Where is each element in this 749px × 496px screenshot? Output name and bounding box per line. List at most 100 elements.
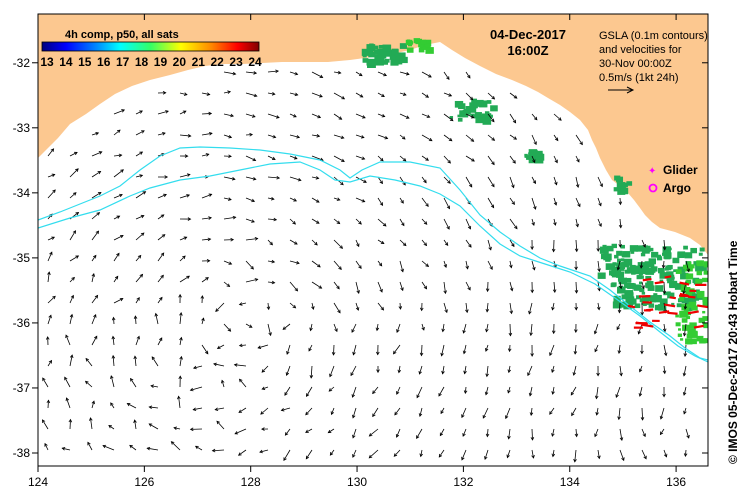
velocity-arrow xyxy=(91,294,99,304)
sst-pixel xyxy=(611,271,620,278)
sst-pixel xyxy=(675,322,681,327)
velocity-arrow xyxy=(42,377,49,388)
velocity-arrow xyxy=(396,386,401,395)
velocity-arrow xyxy=(352,449,357,458)
sst-pixel xyxy=(668,247,672,251)
velocity-arrow xyxy=(596,302,601,311)
sst-pixel xyxy=(662,246,671,253)
velocity-arrow xyxy=(216,344,225,349)
velocity-arrow xyxy=(355,113,366,119)
sst-pixel xyxy=(627,282,635,289)
velocity-arrow xyxy=(64,376,71,388)
sst-pixel xyxy=(616,176,624,183)
velocity-arrow xyxy=(462,344,467,355)
velocity-arrow xyxy=(421,197,429,207)
sst-pixel xyxy=(377,51,387,59)
sst-pixel xyxy=(699,264,707,271)
velocity-arrow xyxy=(487,197,495,209)
sst-pixel xyxy=(485,113,492,118)
velocity-arrow xyxy=(46,399,51,409)
sst-pixel xyxy=(696,260,704,267)
velocity-arrow xyxy=(659,407,665,420)
velocity-arrow xyxy=(393,344,401,355)
velocity-arrow xyxy=(619,365,623,377)
velocity-arrow xyxy=(419,302,424,312)
velocity-arrow xyxy=(215,302,225,312)
velocity-arrow xyxy=(305,407,313,416)
sst-pixel xyxy=(366,44,376,52)
velocity-arrow xyxy=(245,176,257,181)
sst-pixel xyxy=(612,262,617,266)
velocity-arrow xyxy=(641,239,646,248)
velocity-arrow xyxy=(289,113,297,118)
velocity-arrow xyxy=(289,176,302,182)
sst-pixel xyxy=(658,304,667,311)
sst-pixel xyxy=(615,263,620,266)
velocity-arrow xyxy=(311,92,323,98)
velocity-arrow xyxy=(421,113,431,118)
sst-pixel xyxy=(367,48,374,54)
velocity-arrow xyxy=(465,281,471,291)
velocity-arrow xyxy=(201,317,205,325)
velocity-arrow xyxy=(211,448,225,453)
sst-pixel xyxy=(676,303,682,308)
sst-pixel xyxy=(638,281,643,285)
velocity-arrow xyxy=(69,294,74,304)
velocity-arrow xyxy=(135,273,144,283)
velocity-arrow xyxy=(553,155,558,164)
colorbar-label: 15 xyxy=(78,55,92,69)
velocity-arrow xyxy=(377,113,386,118)
velocity-arrow xyxy=(113,153,123,158)
velocity-arrow xyxy=(443,260,448,268)
velocity-arrow xyxy=(178,375,182,388)
velocity-arrow xyxy=(421,281,428,290)
velocity-arrow xyxy=(157,337,163,346)
velocity-arrow xyxy=(113,234,124,241)
velocity-arrow xyxy=(552,281,557,294)
velocity-arrow xyxy=(65,397,71,409)
sst-pixel xyxy=(629,245,639,252)
sst-pixel xyxy=(686,333,693,339)
velocity-arrow xyxy=(130,377,137,388)
colorbar-label: 13 xyxy=(40,55,54,69)
sst-pixel xyxy=(608,270,616,276)
velocity-arrow xyxy=(329,449,335,456)
velocity-arrow xyxy=(640,344,644,355)
velocity-arrow xyxy=(150,384,159,388)
velocity-arrow xyxy=(393,449,401,457)
velocity-arrow xyxy=(377,92,385,97)
velocity-arrow xyxy=(399,218,405,227)
glider-track-segment xyxy=(642,277,652,282)
velocity-arrow xyxy=(311,134,321,138)
sst-pixel xyxy=(399,56,408,64)
lon-tick-label: 128 xyxy=(241,475,261,489)
velocity-arrow xyxy=(487,239,492,251)
glider-track-segment xyxy=(664,303,676,308)
velocity-arrow xyxy=(416,428,423,439)
colorbar-label: 17 xyxy=(116,55,130,69)
sst-pixel xyxy=(638,272,643,276)
velocity-arrow xyxy=(484,386,489,396)
velocity-arrow xyxy=(179,194,191,199)
velocity-arrow xyxy=(47,314,52,325)
velocity-arrow xyxy=(662,239,667,251)
sst-pixel xyxy=(617,182,623,187)
velocity-arrow xyxy=(641,281,645,290)
velocity-arrow xyxy=(289,155,298,160)
velocity-arrow xyxy=(69,151,78,157)
sst-pixel xyxy=(682,299,687,303)
sst-pixel xyxy=(454,100,464,108)
velocity-arrow xyxy=(616,323,621,331)
sst-pixel xyxy=(421,46,426,50)
velocity-arrow xyxy=(110,375,115,388)
sst-pixel xyxy=(684,252,693,259)
colorbar-label: 19 xyxy=(154,55,168,69)
velocity-arrow xyxy=(305,428,313,433)
velocity-arrow xyxy=(223,71,237,76)
sst-pixel xyxy=(396,52,402,57)
velocity-arrow xyxy=(157,91,167,95)
velocity-arrow xyxy=(594,344,599,353)
velocity-arrow xyxy=(399,155,407,162)
colorbar-label: 21 xyxy=(192,55,206,69)
sst-pixel xyxy=(382,44,391,52)
